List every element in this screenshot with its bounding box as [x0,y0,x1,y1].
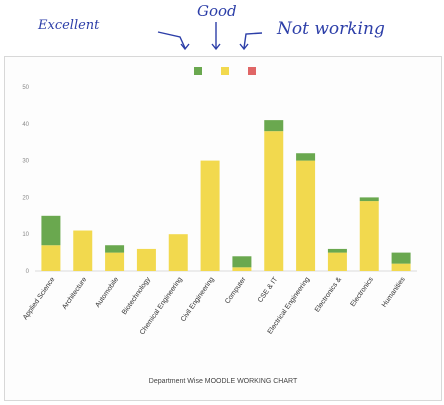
bar-excellent [105,245,125,253]
arrow-not-working [243,32,263,49]
arrowhead-good [211,43,221,51]
bar-good [105,252,125,271]
arrow-excellent [157,31,186,49]
handwritten-annotations: Excellent Good Not working [37,2,385,51]
x-tick-label: Computer [224,276,248,306]
legend [194,67,256,75]
bar-excellent [296,153,316,161]
bar-excellent [327,248,347,253]
annotation-good: Good [197,2,237,20]
arrowhead-excellent [180,43,190,51]
bar-good [327,252,347,271]
x-tick-label: Civil Engineering [180,276,216,323]
y-tick-label: 20 [22,195,29,201]
y-tick-label: 10 [22,232,29,238]
y-tick-label: 0 [26,269,30,275]
y-tick-label: 30 [22,159,29,165]
legend-swatch-excellent [194,67,202,75]
chart-title: Department Wise MOODLE WORKING CHART [149,378,298,385]
x-tick-label: Electronics [350,276,376,308]
bars [41,120,411,271]
bar-good [41,245,61,271]
annotation-excellent: Excellent [37,18,100,33]
x-tick-label: Architecture [61,276,88,311]
bar-good [73,230,93,271]
x-tick-label: Electronics & [314,276,343,314]
bar-excellent [41,215,61,246]
bar-good [296,160,316,271]
y-axis: 0 10 20 30 40 50 [22,85,417,275]
bar-excellent [264,120,284,132]
bar-good [391,263,411,271]
x-tick-label: Biotechnology [121,276,152,316]
x-tick-label: Automobile [94,276,120,309]
annotation-not-working: Not working [276,19,385,39]
legend-swatch-good [221,67,229,75]
bar-excellent [232,256,252,268]
bar-chart: 0 10 20 30 40 50 Applied Science Architecture A… [22,67,417,385]
x-tick-label: Humanities [381,276,407,309]
x-tick-label: Applied Science [22,276,57,321]
bar-good [232,267,252,271]
bar-good [200,160,220,271]
y-tick-label: 50 [22,85,29,91]
legend-swatch-not-working [248,67,256,75]
bar-good [359,201,379,271]
bar-good [136,248,156,271]
bar-good [264,131,284,271]
x-axis: Applied Science Architecture Automobile Bio… [22,276,407,337]
arrowhead-not-working [239,43,249,51]
chart-card: 0 10 20 30 40 50 Applied Science Architecture A… [4,56,442,401]
bar-excellent [359,197,379,202]
bar-excellent [391,252,411,264]
y-tick-label: 40 [22,122,29,128]
bar-good [168,234,188,271]
x-tick-label: CSE & IT [257,276,280,305]
